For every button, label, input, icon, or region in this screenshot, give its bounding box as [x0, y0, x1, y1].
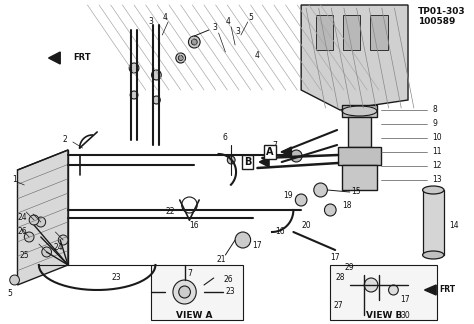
Text: TP01-303: TP01-303	[418, 7, 465, 17]
Text: 16: 16	[275, 227, 284, 237]
Circle shape	[176, 53, 185, 63]
Bar	[316, 15, 333, 50]
Bar	[151, 265, 243, 320]
Polygon shape	[48, 52, 60, 64]
Text: 23: 23	[225, 287, 235, 296]
Text: 15: 15	[352, 188, 361, 196]
Bar	[338, 147, 381, 165]
Text: 3: 3	[236, 28, 240, 37]
Circle shape	[389, 285, 398, 295]
Polygon shape	[301, 5, 408, 110]
Text: 5: 5	[248, 14, 253, 22]
Text: 100589: 100589	[418, 17, 455, 27]
Circle shape	[325, 204, 336, 216]
Circle shape	[58, 235, 68, 245]
Text: VIEW A: VIEW A	[176, 310, 212, 319]
Ellipse shape	[423, 251, 444, 259]
Text: 20: 20	[301, 221, 311, 229]
Text: 7: 7	[187, 269, 192, 277]
Bar	[370, 15, 388, 50]
Text: 16: 16	[190, 221, 199, 229]
Circle shape	[153, 96, 160, 104]
Text: 28: 28	[335, 273, 345, 283]
Text: 11: 11	[432, 147, 442, 156]
Circle shape	[129, 63, 139, 73]
Circle shape	[173, 280, 196, 304]
Text: A: A	[266, 147, 274, 157]
Circle shape	[130, 91, 138, 99]
Text: 4: 4	[255, 51, 260, 60]
Text: 3: 3	[148, 17, 153, 27]
Bar	[348, 117, 371, 147]
Text: FRT: FRT	[439, 285, 455, 295]
Bar	[343, 15, 360, 50]
Text: 26: 26	[18, 227, 27, 237]
Circle shape	[314, 183, 328, 197]
Text: 19: 19	[283, 191, 292, 200]
Text: 29: 29	[345, 263, 355, 272]
Text: 7: 7	[273, 141, 277, 149]
Bar	[423, 190, 444, 255]
Ellipse shape	[423, 186, 444, 194]
Circle shape	[295, 194, 307, 206]
Text: 3: 3	[212, 24, 217, 32]
Circle shape	[191, 39, 197, 45]
Text: 10: 10	[432, 133, 442, 143]
Text: 17: 17	[253, 240, 262, 249]
Circle shape	[29, 215, 39, 225]
Circle shape	[291, 150, 302, 162]
Text: 25: 25	[19, 250, 29, 260]
Text: 6: 6	[223, 133, 228, 143]
Circle shape	[9, 275, 19, 285]
Circle shape	[228, 156, 235, 164]
Text: VIEW B: VIEW B	[365, 310, 402, 319]
Text: 4: 4	[226, 17, 231, 27]
Text: 1: 1	[12, 176, 17, 184]
Bar	[330, 265, 437, 320]
Circle shape	[152, 70, 161, 80]
Polygon shape	[259, 157, 269, 167]
Text: 14: 14	[449, 221, 458, 229]
Text: 17: 17	[400, 295, 410, 305]
Text: 30: 30	[400, 310, 410, 319]
Bar	[342, 105, 377, 117]
Text: 26: 26	[223, 275, 233, 284]
Circle shape	[42, 247, 52, 257]
Polygon shape	[425, 285, 436, 295]
Circle shape	[235, 232, 251, 248]
Text: B: B	[244, 157, 251, 167]
Bar	[342, 165, 377, 190]
Text: 17: 17	[330, 253, 340, 262]
Text: 5: 5	[7, 288, 12, 297]
Text: 18: 18	[342, 201, 351, 210]
Text: 13: 13	[432, 176, 442, 184]
Text: 24: 24	[54, 244, 63, 252]
Text: 22: 22	[165, 207, 175, 216]
Text: A: A	[266, 147, 274, 157]
Text: 24: 24	[18, 214, 27, 223]
Text: 27: 27	[333, 300, 343, 309]
Text: 12: 12	[432, 161, 442, 170]
Text: FRT: FRT	[73, 53, 91, 63]
Circle shape	[189, 36, 200, 48]
Circle shape	[178, 55, 183, 61]
Circle shape	[24, 232, 34, 242]
Circle shape	[179, 286, 191, 298]
Polygon shape	[282, 147, 292, 157]
Circle shape	[36, 217, 46, 227]
Text: 8: 8	[432, 106, 437, 114]
Text: 2: 2	[63, 135, 67, 145]
Text: 9: 9	[432, 120, 437, 129]
Text: 23: 23	[112, 273, 121, 283]
Circle shape	[365, 278, 378, 292]
Text: 21: 21	[217, 256, 226, 264]
Polygon shape	[18, 150, 68, 285]
Text: 4: 4	[163, 14, 168, 22]
